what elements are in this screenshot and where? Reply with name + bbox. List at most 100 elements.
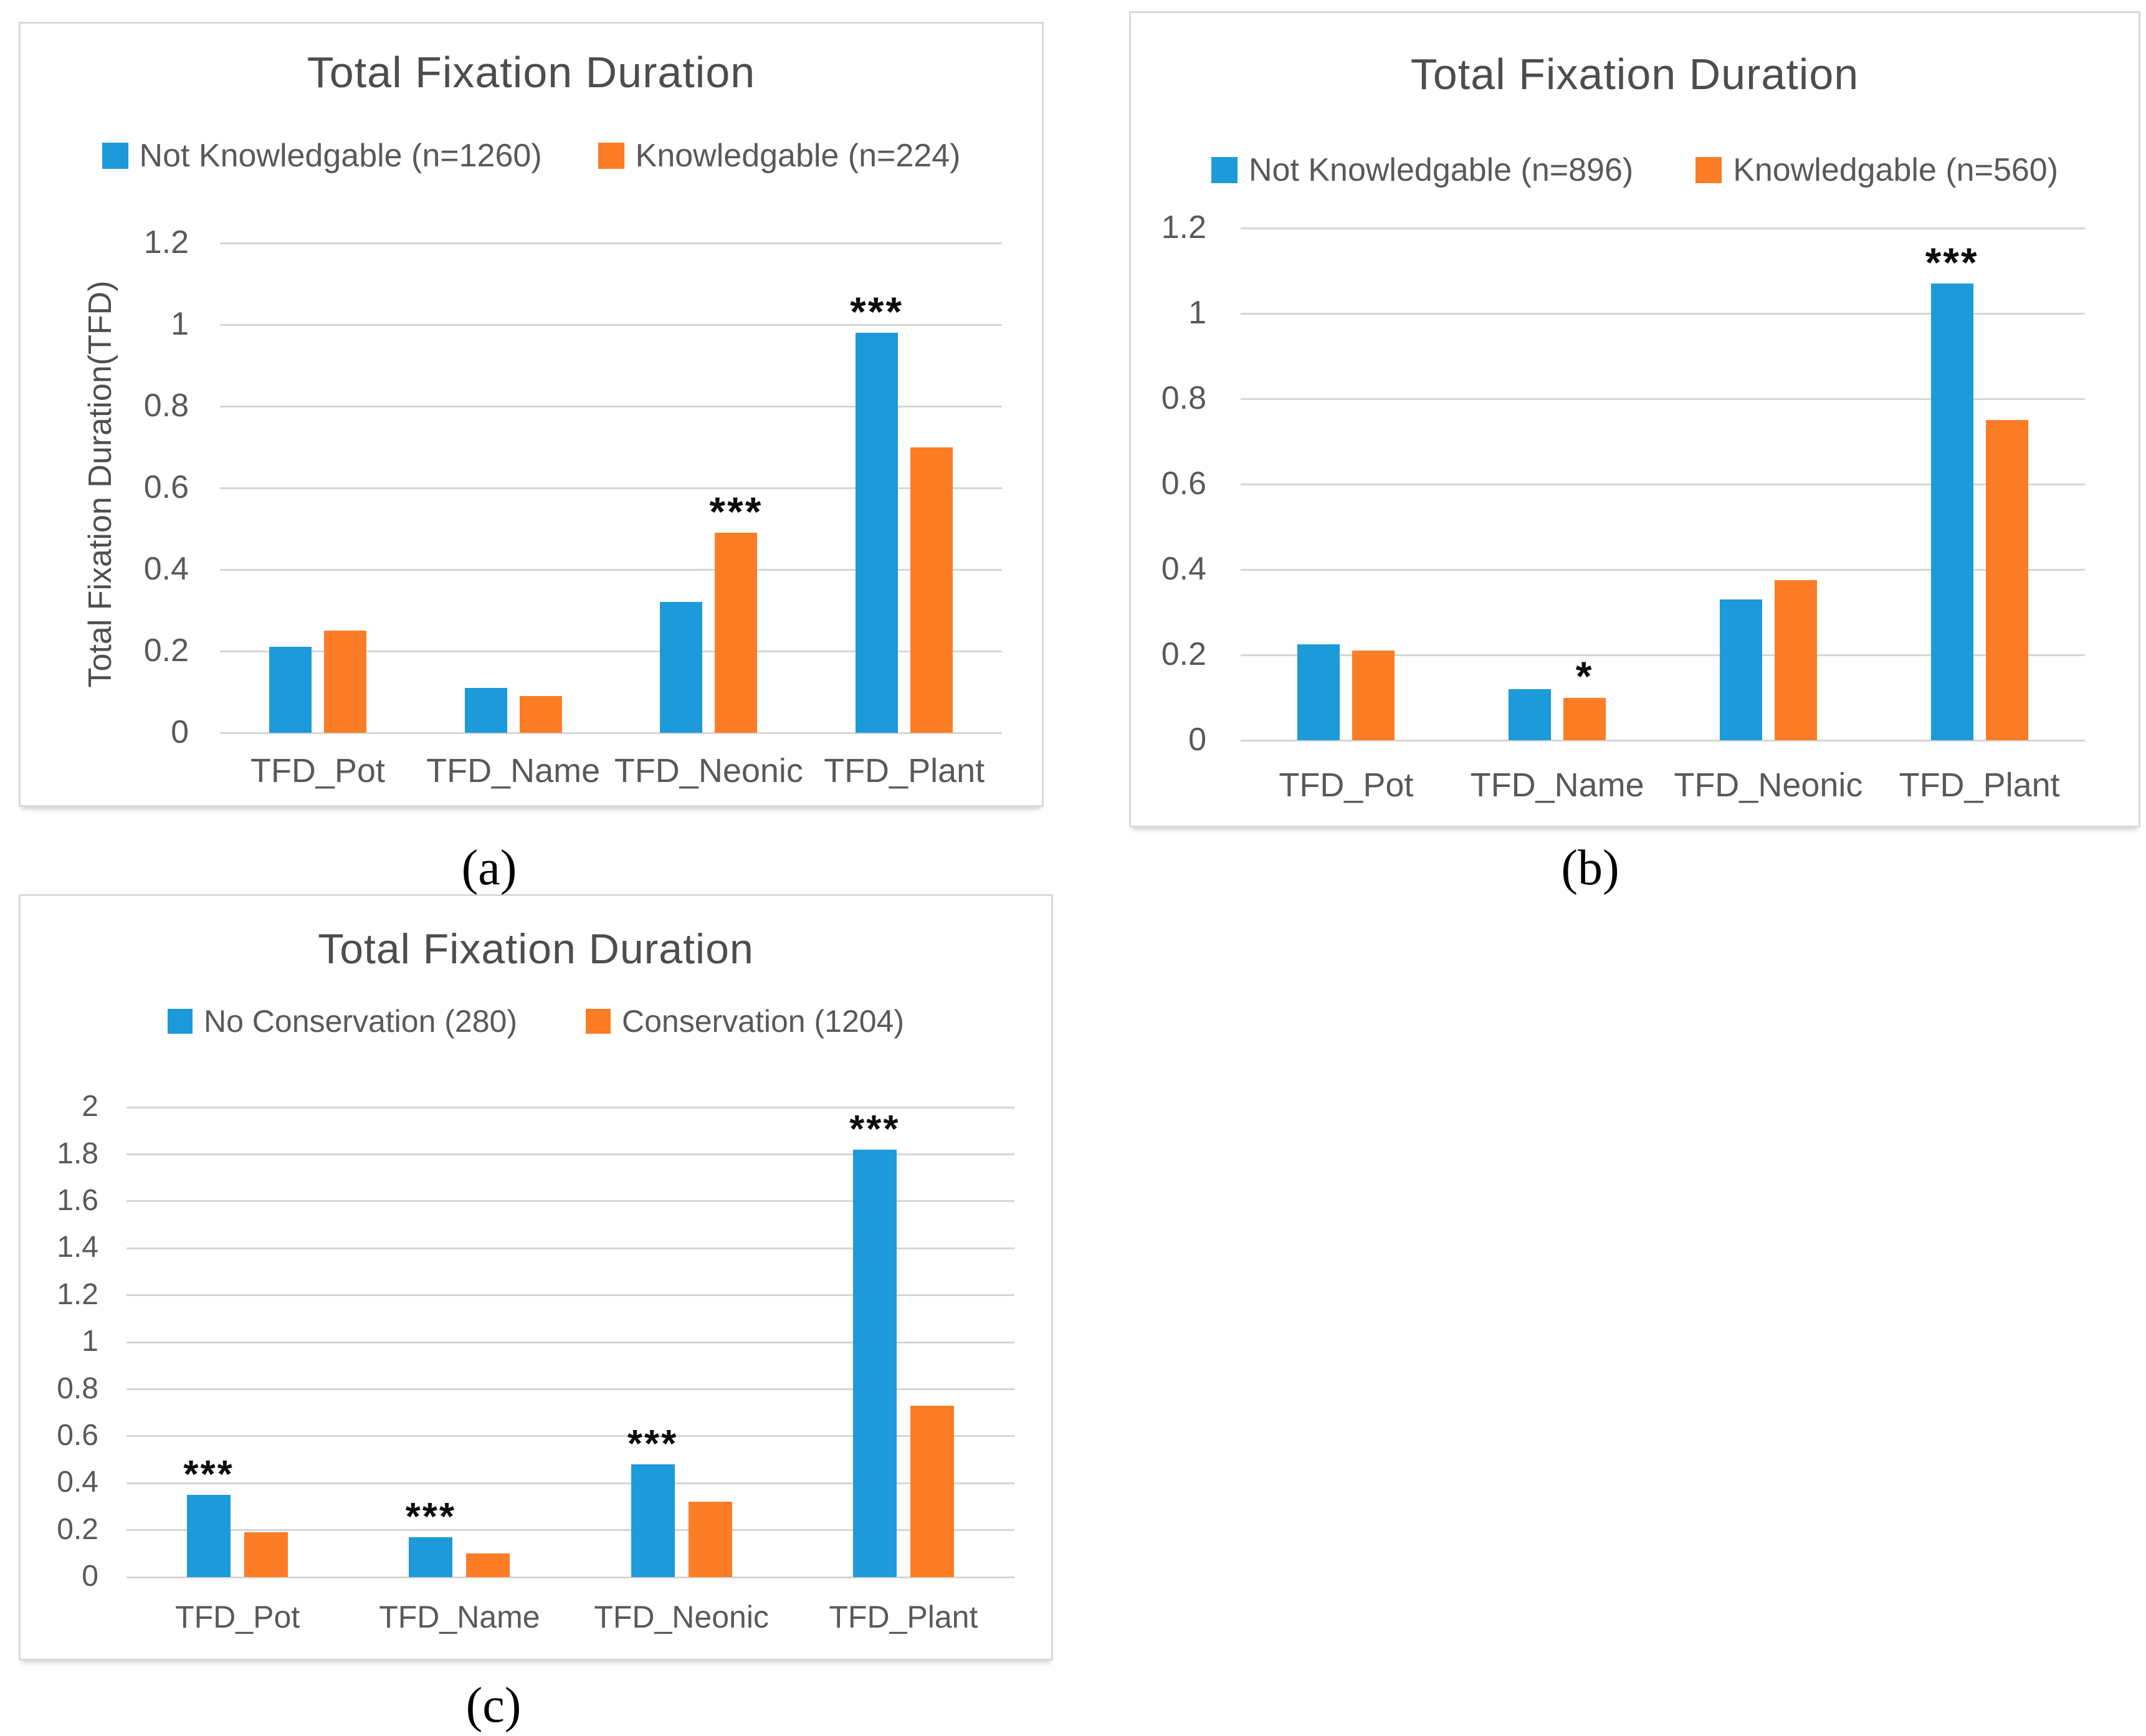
legend-label: Conservation (1204): [622, 1004, 905, 1039]
caption-c: (c): [465, 1678, 522, 1733]
y-tick-label: 0.2: [57, 1512, 98, 1546]
legend-swatch-icon: [102, 143, 128, 169]
x-category-label: TFD_Neonic: [1674, 766, 1863, 804]
bar-series1-tfd_name: [1509, 689, 1552, 740]
legend-item-blue: Not Knowledgable (n=896): [1211, 151, 1633, 189]
gridline: [126, 1388, 1014, 1390]
y-tick-label: 1.2: [1161, 209, 1206, 246]
bar-series1-tfd_name: [464, 687, 507, 733]
y-tick-label: 0.8: [1161, 379, 1206, 416]
y-tick-label: 0.2: [143, 632, 189, 669]
gridline: [220, 732, 1002, 734]
x-category-label: TFD_Neonic: [614, 752, 803, 789]
gridline: [126, 1529, 1014, 1532]
gridline: [126, 1106, 1014, 1109]
gridline: [126, 1576, 1014, 1578]
gridline: [1241, 483, 2085, 485]
y-tick-label: 0: [1188, 721, 1206, 758]
y-tick-label: 2: [82, 1090, 98, 1123]
gridline: [220, 650, 1002, 652]
chart-panel-a: Total Fixation Duration Not Knowledgable …: [19, 22, 1044, 807]
legend-item-orange: Knowledgable (n=560): [1695, 151, 2058, 189]
x-category-label: TFD_Name: [379, 1600, 540, 1634]
legend-item-blue: Not Knowledgable (n=1260): [102, 137, 542, 174]
legend: Not Knowledgable (n=896) Knowledgable (n=…: [1131, 151, 2139, 189]
y-tick-label: 0.6: [57, 1419, 98, 1452]
legend: No Conservation (280) Conservation (1204): [21, 1003, 1051, 1039]
x-category-label: TFD_Name: [426, 752, 601, 789]
bar-series1-tfd_plant: [1930, 284, 1973, 740]
x-category-label: TFD_Pot: [1279, 766, 1414, 804]
legend-swatch-icon: [1695, 157, 1722, 183]
significance-marker: ***: [405, 1495, 457, 1538]
significance-marker: ***: [1925, 239, 1979, 285]
gridline: [126, 1482, 1014, 1484]
chart-title: Total Fixation Duration: [1410, 50, 1859, 98]
bar-series2-tfd_name: [1563, 697, 1606, 740]
significance-marker: ***: [850, 288, 904, 335]
x-category-label: TFD_Plant: [824, 752, 985, 789]
bar-series2-tfd_name: [519, 696, 562, 733]
caption-b: (b): [1561, 841, 1619, 895]
gridline: [126, 1247, 1014, 1249]
y-tick-label: 0: [171, 713, 189, 750]
chart-title: Total Fixation Duration: [307, 48, 756, 97]
y-tick-label: 1.4: [57, 1231, 98, 1264]
gridline: [1241, 227, 2085, 229]
legend-label: Knowledgable (n=224): [635, 138, 961, 174]
y-tick-label: 1.8: [57, 1137, 98, 1170]
y-tick-label: 0: [82, 1560, 98, 1593]
bar-series1-tfd_name: [409, 1537, 453, 1577]
bar-series1-tfd_pot: [1297, 644, 1340, 740]
bar-series1-tfd_plant: [856, 333, 899, 733]
bar-series1-tfd_plant: [852, 1149, 897, 1577]
y-tick-label: 1: [1188, 294, 1206, 331]
bar-series1-tfd_neonic: [660, 602, 703, 733]
gridline: [1241, 654, 2085, 656]
gridline: [126, 1153, 1014, 1155]
bar-series2-tfd_pot: [1352, 651, 1395, 740]
gridline: [1241, 739, 2085, 742]
gridline: [220, 405, 1002, 408]
bar-series2-tfd_neonic: [688, 1502, 732, 1577]
bar-series1-tfd_pot: [187, 1495, 231, 1577]
bar-series2-tfd_pot: [323, 631, 366, 733]
gridline: [220, 568, 1002, 571]
gridline: [220, 323, 1002, 326]
y-tick-label: 1.2: [57, 1277, 98, 1311]
significance-marker: ***: [627, 1422, 679, 1466]
y-tick-label: 0.4: [57, 1466, 98, 1499]
x-category-label: TFD_Plant: [829, 1600, 978, 1634]
legend-item-orange: Knowledgable (n=224): [598, 137, 961, 174]
x-category-label: TFD_Name: [1470, 766, 1644, 804]
y-tick-label: 1: [82, 1325, 98, 1358]
y-tick-label: 1.2: [143, 224, 189, 260]
gridline: [1241, 568, 2085, 571]
y-tick-label: 1.6: [57, 1184, 98, 1218]
gridline: [220, 242, 1002, 244]
chart-panel-b: Total Fixation Duration Not Knowledgable …: [1129, 11, 2140, 827]
y-tick-label: 0.2: [1161, 636, 1206, 672]
legend-swatch-icon: [598, 143, 624, 169]
legend-item-blue: No Conservation (280): [167, 1003, 517, 1039]
y-tick-label: 0.6: [1161, 465, 1206, 502]
y-tick-label: 0.4: [143, 550, 189, 587]
legend: Not Knowledgable (n=1260) Knowledgable (n…: [21, 137, 1042, 174]
y-tick-label: 0.4: [1161, 550, 1206, 587]
caption-a: (a): [461, 841, 517, 895]
gridline: [126, 1294, 1014, 1297]
significance-marker: ***: [183, 1452, 234, 1496]
gridline: [126, 1341, 1014, 1343]
bar-series2-tfd_plant: [1985, 420, 2028, 740]
chart-title: Total Fixation Duration: [318, 925, 754, 973]
bar-series2-tfd_plant: [910, 1405, 954, 1577]
significance-marker: ***: [849, 1107, 900, 1151]
bar-series2-tfd_neonic: [1774, 580, 1817, 740]
legend-label: Knowledgable (n=560): [1733, 152, 2059, 188]
bar-series2-tfd_pot: [244, 1532, 289, 1577]
chart-panel-c: Total Fixation Duration No Conservation (…: [19, 894, 1053, 1661]
bar-series1-tfd_neonic: [1719, 599, 1762, 740]
legend-swatch-icon: [586, 1009, 611, 1034]
legend-swatch-icon: [167, 1009, 193, 1034]
